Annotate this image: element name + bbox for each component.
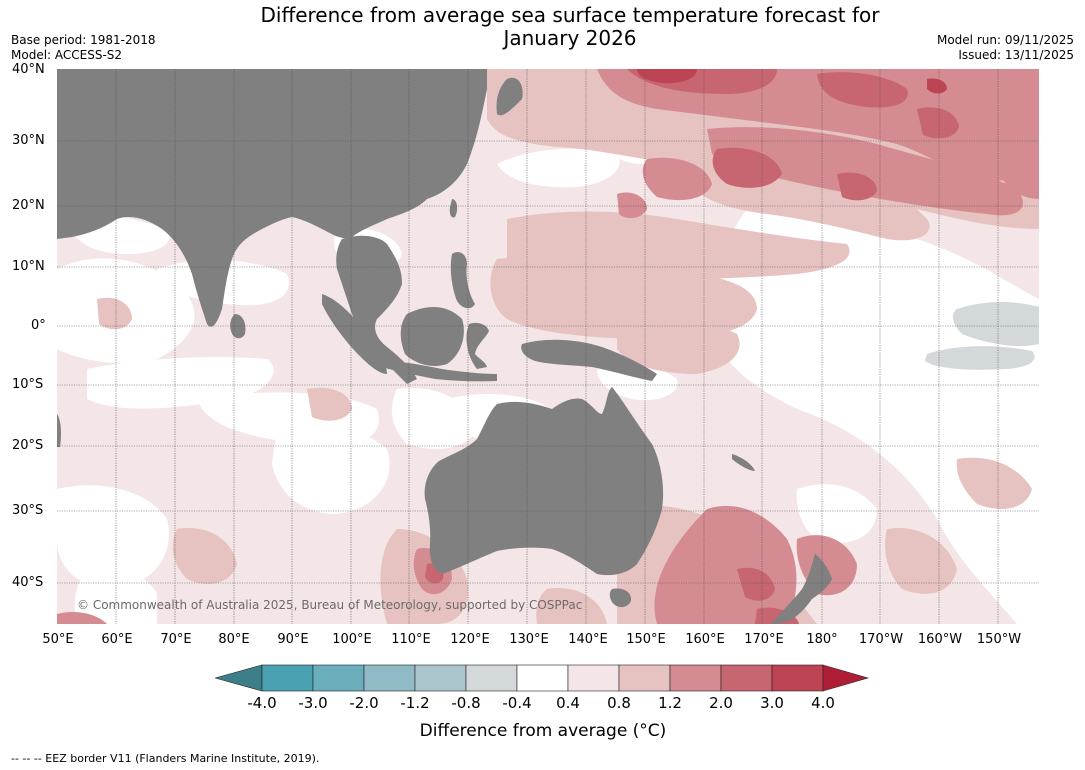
lon-label-160w: 160°W [917,632,963,647]
lat-label-20s: 20°S [12,438,44,453]
philippines-land [450,252,475,309]
colorbar-title: Difference from average (°C) [419,721,667,741]
lon-label-120e: 120°E [450,632,490,647]
colorbar-tick-label: -0.8 [451,694,481,712]
colorbar-segment [261,664,314,692]
sst-anomaly-map [57,69,1039,624]
lon-label-130e: 130°E [509,632,549,647]
lon-label-180: 180° [806,632,838,647]
meta-left: Base period: 1981-2018 Model: ACCESS-S2 [11,33,156,63]
model-name: Model: ACCESS-S2 [11,48,123,62]
colorbar-tick-label: 2.0 [709,694,733,712]
asia-land [57,69,487,327]
colorbar-segment [414,664,467,692]
lat-label-10n: 10°N [12,259,45,274]
base-period: Base period: 1981-2018 [11,33,156,47]
lon-label-110e: 110°E [391,632,431,647]
title-line-1: Difference from average sea surface temp… [260,3,880,27]
colorbar-tick-label: -4.0 [247,694,277,712]
taiwan-land [449,199,458,218]
cool-anomaly-minus-0.4-0 [925,302,1039,370]
lon-label-50e: 50°E [42,632,74,647]
colorbar-tick-label: 1.2 [658,694,682,712]
map-title: Difference from average sea surface temp… [200,4,940,50]
colorbar-segment [516,664,569,692]
lon-label-170e: 170°E [744,632,784,647]
copyright-notice: © Commonwealth of Australia 2025, Bureau… [77,598,583,612]
lon-label-90e: 90°E [277,632,309,647]
colorbar-tick-label: 3.0 [760,694,784,712]
colorbar-tick-label: -2.0 [349,694,379,712]
colorbar [215,664,870,692]
indochina-land [336,235,417,384]
lon-label-60e: 60°E [101,632,133,647]
lon-label-140e: 140°E [568,632,608,647]
tasmania-land [609,588,632,608]
colorbar-segment [465,664,518,692]
lon-label-150e: 150°E [626,632,666,647]
lon-label-70e: 70°E [160,632,192,647]
borneo-land [400,307,464,366]
colorbar-tick-label: -3.0 [298,694,328,712]
australia-land [424,387,664,576]
eez-border-note: -- -- -- EEZ border V11 (Flanders Marine… [11,752,320,765]
colorbar-segment [669,664,722,692]
colorbar-segment [567,664,620,692]
model-run: Model run: 09/11/2025 [936,33,1074,47]
new-zealand-land [771,554,832,624]
lat-label-40n: 40°N [12,62,45,77]
title-line-2: January 2026 [503,26,637,50]
colorbar-segment [771,664,824,692]
land-masses [57,69,832,624]
colorbar-extend-high [822,664,870,692]
issued-date: Issued: 13/11/2025 [958,48,1074,62]
sumatra-land [322,294,387,374]
lat-label-20n: 20°N [12,198,45,213]
lat-label-30s: 30°S [12,503,44,518]
colorbar-tick-label: 4.0 [811,694,835,712]
colorbar-segment [720,664,773,692]
lat-label-30n: 30°N [12,133,45,148]
colorbar-tick-label: 0.4 [556,694,580,712]
lon-label-100e: 100°E [332,632,372,647]
meta-right: Model run: 09/11/2025 Issued: 13/11/2025 [937,33,1074,63]
new-caledonia-land [732,454,755,471]
warm-anomaly-2.0-3.0 [425,69,959,624]
graticule [57,69,1039,624]
japan-land [496,77,523,116]
sulawesi-land [466,322,489,369]
colorbar-extend-low [215,664,263,692]
lat-label-0: 0° [31,318,46,333]
lon-label-160e: 160°E [685,632,725,647]
colorbar-segment [363,664,416,692]
colorbar-segment [312,664,365,692]
colorbar-segment [618,664,671,692]
lat-label-40s: 40°S [12,575,44,590]
colorbar-tick-label: 0.8 [607,694,631,712]
lat-label-10s: 10°S [12,377,44,392]
lon-label-170w: 170°W [858,632,904,647]
new-guinea-land [521,339,657,381]
colorbar-tick-label: -1.2 [400,694,430,712]
colorbar-tick-label: -0.4 [502,694,532,712]
lon-label-80e: 80°E [218,632,250,647]
lon-label-150w: 150°W [976,632,1022,647]
madagascar-land [57,414,61,447]
warm-anomaly-3.0-4.0 [637,69,947,94]
